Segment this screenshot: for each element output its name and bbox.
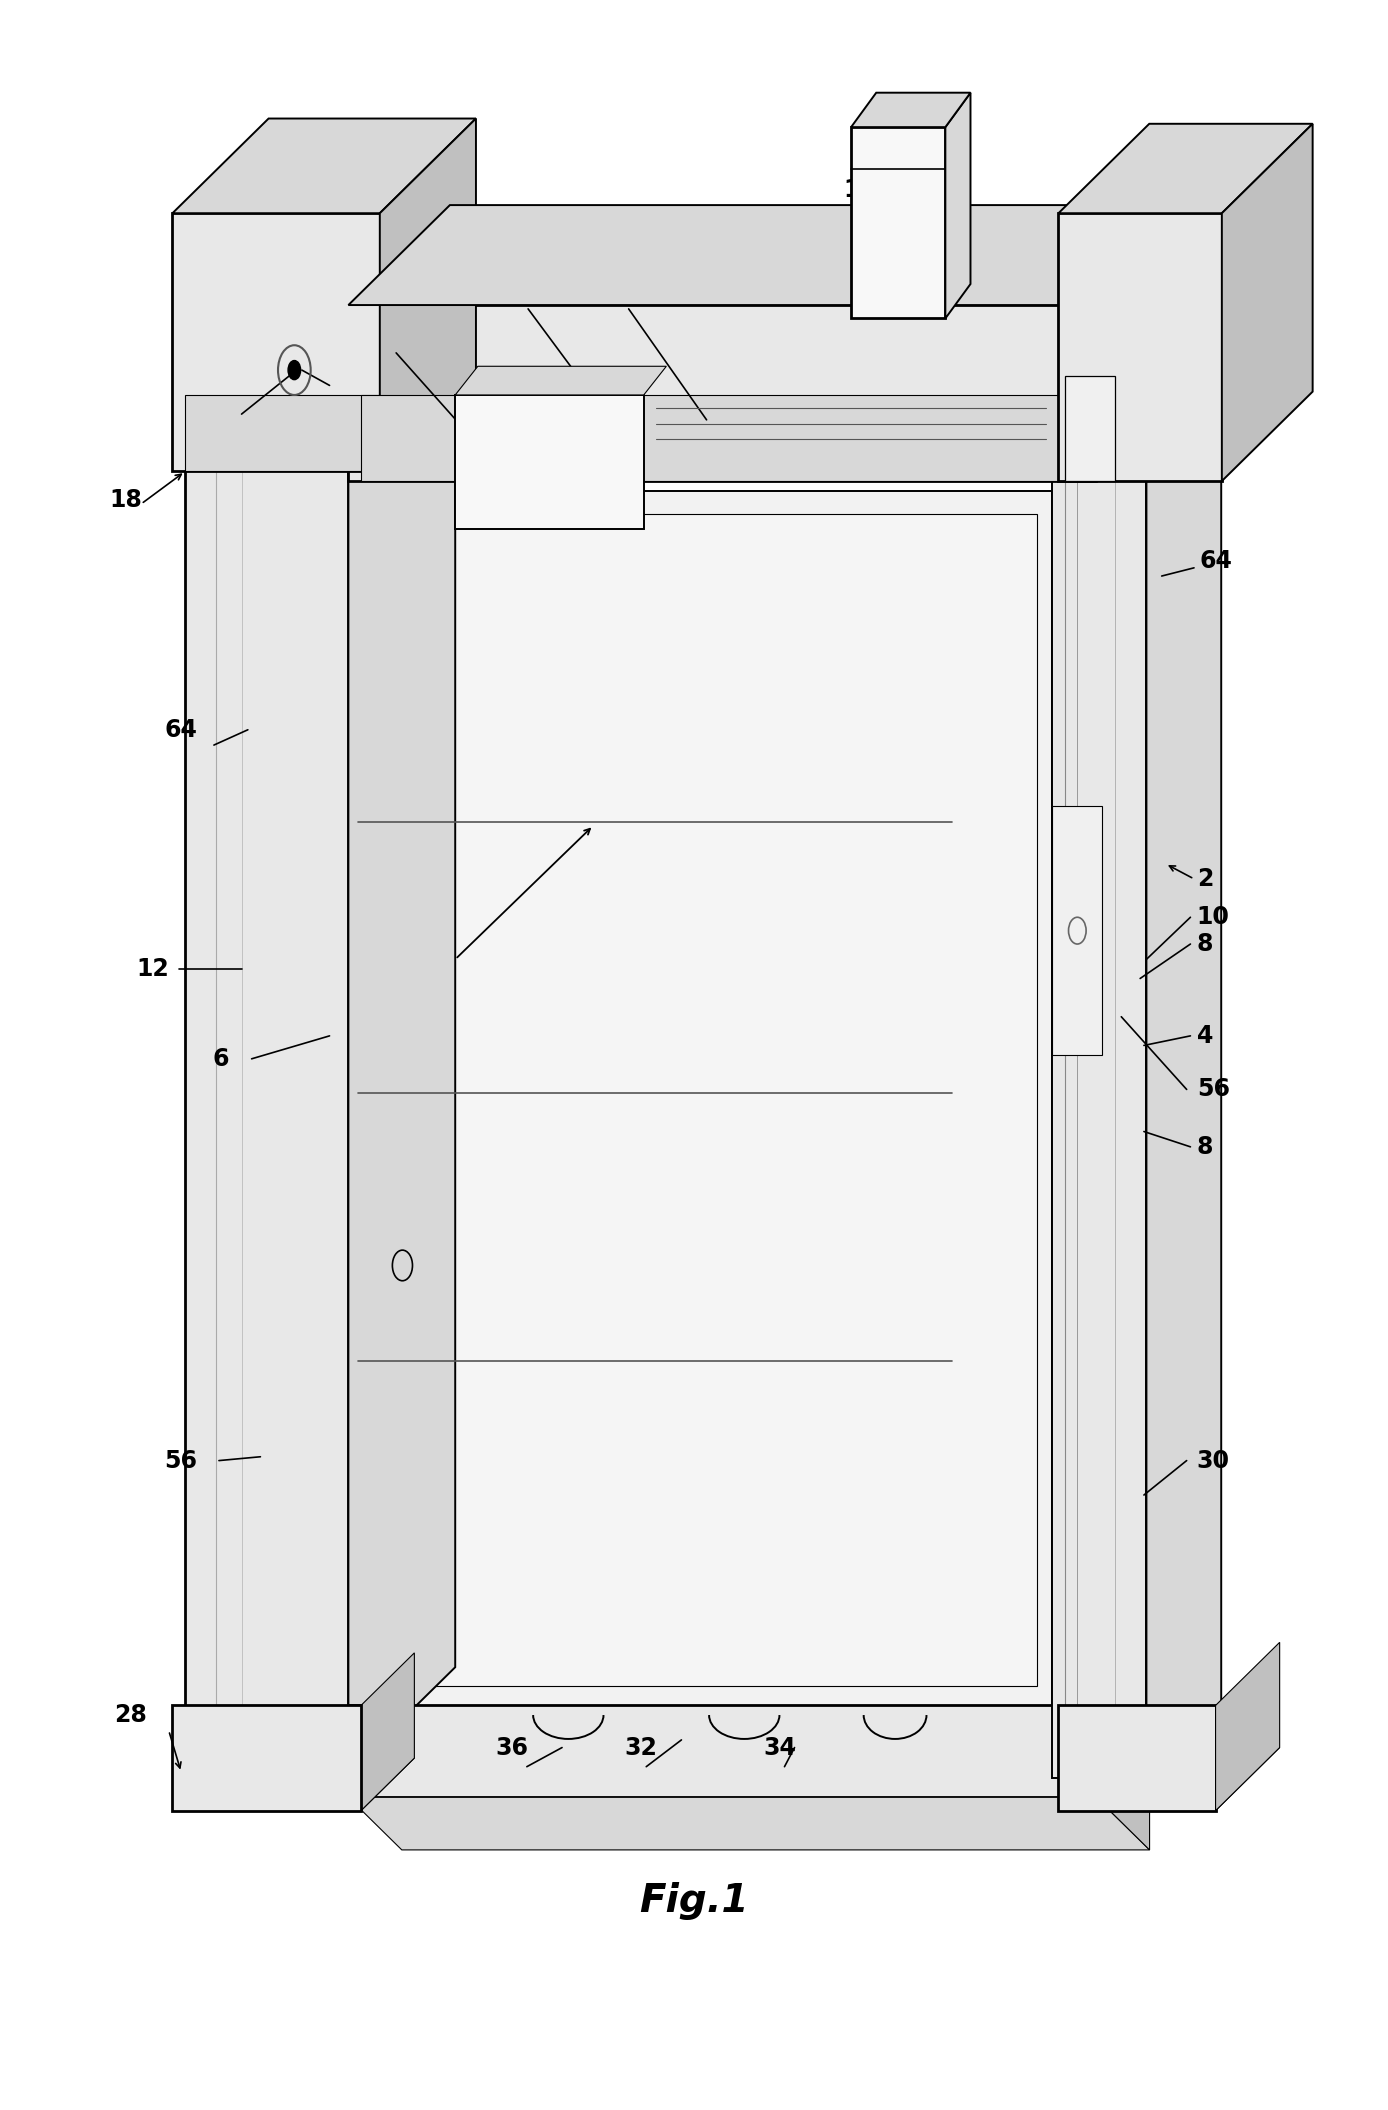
Polygon shape [455,395,644,530]
Polygon shape [361,1652,415,1810]
Polygon shape [172,1705,361,1810]
Text: 8: 8 [1196,933,1213,956]
Polygon shape [455,367,666,395]
Text: 8: 8 [1196,1135,1213,1158]
Text: 56: 56 [165,1450,197,1473]
Polygon shape [1059,1705,1216,1810]
Polygon shape [1052,806,1102,1055]
Text: 26: 26 [194,384,226,407]
Text: 56: 56 [1196,1078,1230,1101]
Polygon shape [1146,232,1221,1779]
Text: 32: 32 [625,1737,658,1760]
Polygon shape [851,127,945,319]
Text: 24: 24 [301,354,333,378]
Polygon shape [1216,1642,1280,1810]
Polygon shape [172,213,380,471]
Text: 22: 22 [500,274,532,298]
Text: 64: 64 [165,717,197,743]
Polygon shape [1065,376,1115,481]
Polygon shape [172,118,476,213]
Polygon shape [348,306,1097,481]
Polygon shape [851,93,970,127]
Polygon shape [1221,124,1313,481]
Text: 34: 34 [763,1737,795,1760]
Polygon shape [348,1705,1097,1798]
Polygon shape [368,513,1037,1686]
Polygon shape [1059,124,1313,213]
Text: 6: 6 [212,1047,229,1072]
Text: 30: 30 [1196,1450,1230,1473]
Text: 4: 4 [1196,1023,1213,1049]
Text: 12: 12 [136,958,169,981]
Polygon shape [1097,1705,1149,1850]
Polygon shape [380,118,476,471]
Polygon shape [185,257,348,1772]
Text: 2: 2 [1196,867,1213,890]
Polygon shape [1097,205,1198,481]
Text: 18: 18 [110,487,143,513]
Text: 49: 49 [600,274,633,298]
Circle shape [289,361,301,380]
Polygon shape [1059,1747,1280,1810]
Polygon shape [353,492,1052,1709]
Polygon shape [348,205,1198,306]
Polygon shape [172,1758,415,1810]
Text: 20: 20 [368,321,400,344]
Text: 28: 28 [114,1703,147,1726]
Text: 64: 64 [1199,549,1233,574]
Text: Fig.1: Fig.1 [640,1882,748,1920]
Polygon shape [185,395,393,471]
Polygon shape [348,152,455,1772]
Polygon shape [348,1798,1149,1850]
Polygon shape [1052,232,1221,306]
Text: 10: 10 [1196,905,1230,928]
Polygon shape [945,93,970,319]
Polygon shape [1052,306,1146,1779]
Polygon shape [1059,213,1221,481]
Text: 36: 36 [496,1737,529,1760]
Polygon shape [185,152,455,257]
Polygon shape [361,395,1084,481]
Text: 14: 14 [844,177,876,203]
